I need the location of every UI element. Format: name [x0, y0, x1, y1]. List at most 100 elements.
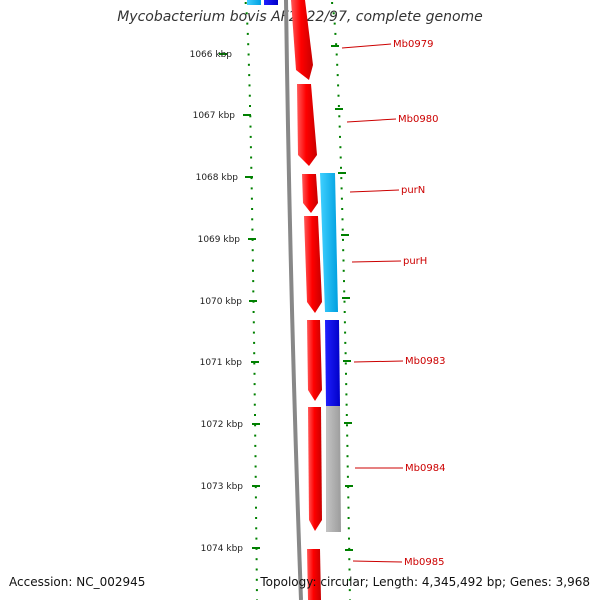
guide-dot [254, 414, 256, 416]
guide-dot [343, 311, 346, 313]
gene-label-mb0985[interactable]: Mb0985 [352, 557, 444, 568]
gene-label-purn[interactable]: purN [349, 185, 425, 196]
guide-dot [255, 537, 258, 540]
svg-text:Mb0984: Mb0984 [405, 463, 445, 474]
svg-text:1066 kbp: 1066 kbp [190, 50, 233, 60]
guide-dot [250, 197, 253, 200]
accession-text: Accession: NC_002945 [9, 575, 146, 589]
guide-dot [348, 589, 351, 592]
guide-dot [343, 290, 346, 293]
svg-text:Mb0985: Mb0985 [404, 557, 444, 568]
gene-arrow-purh[interactable] [304, 216, 322, 313]
guide-dot [342, 259, 345, 262]
svg-text:1069 kbp: 1069 kbp [198, 235, 241, 245]
guide-dot [346, 475, 349, 478]
guide-dot [253, 372, 256, 375]
guide-dot [347, 496, 350, 499]
ruler-tick: 1072 kbp [201, 420, 260, 430]
guide-dot [246, 22, 249, 25]
guide-dot [345, 383, 348, 386]
guide-dot [255, 578, 258, 581]
gene-dotted-guide [331, 2, 351, 600]
gene-arrow-purn[interactable] [302, 174, 318, 213]
guide-dot [346, 444, 349, 447]
gene-label-mb0980[interactable]: Mb0980 [346, 114, 438, 125]
guide-dot [343, 280, 345, 283]
guide-dot [250, 166, 253, 169]
guide-dot [252, 280, 255, 283]
svg-text:1067 kbp: 1067 kbp [193, 111, 236, 121]
guide-dot [337, 94, 340, 97]
guide-dot [253, 362, 256, 365]
guide-dot [253, 383, 256, 386]
guide-dot [250, 177, 253, 180]
svg-text:1073 kbp: 1073 kbp [201, 482, 244, 492]
svg-text:Mb0980: Mb0980 [398, 114, 438, 125]
guide-dot [339, 135, 341, 138]
gene-arrow-mb0980[interactable] [297, 84, 317, 166]
gene-arrow-mb0979[interactable] [291, 0, 313, 80]
guide-dot [249, 115, 252, 118]
guide-dot [332, 12, 335, 15]
gene-side-ticks [331, 45, 353, 551]
gene-label-mb0984[interactable]: Mb0984 [355, 463, 445, 474]
guide-dot [244, 2, 247, 4]
guide-dot [254, 496, 257, 499]
guide-dot [343, 321, 346, 324]
guide-dot [345, 372, 347, 375]
gene-label-mb0979[interactable]: Mb0979 [341, 39, 433, 50]
guide-dot [254, 444, 257, 447]
guide-dot [346, 424, 348, 427]
gene-block-blue-top[interactable] [264, 0, 278, 5]
guide-dot [344, 341, 347, 344]
gene-label-mb0983[interactable]: Mb0983 [353, 356, 445, 367]
guide-dot [341, 218, 344, 221]
guide-dot [335, 43, 338, 46]
svg-text:purN: purN [401, 185, 425, 196]
guide-dot [342, 249, 345, 252]
guide-dot [347, 527, 350, 530]
gene-block-mb0983-reverse[interactable] [325, 320, 340, 406]
guide-dot [252, 269, 254, 272]
gene-block-cyan-top[interactable] [247, 0, 261, 5]
guide-dot [249, 135, 252, 138]
guide-dot [251, 259, 254, 262]
guide-dot [343, 300, 346, 303]
ruler-tick: 1069 kbp [198, 235, 256, 245]
svg-text:Mb0983: Mb0983 [405, 356, 445, 367]
gene-arrow-mb0984[interactable] [308, 407, 322, 531]
guide-dot [253, 403, 256, 406]
ruler-tick: 1070 kbp [200, 297, 257, 307]
svg-text:1070 kbp: 1070 kbp [200, 297, 243, 307]
gene-labels: Mb0979 Mb0980 purN purH Mb0983 Mb0984 Mb… [341, 39, 445, 568]
guide-dot [337, 105, 340, 107]
gene-label-purh[interactable]: purH [351, 256, 427, 267]
guide-dot [251, 249, 254, 252]
svg-text:1072 kbp: 1072 kbp [201, 420, 244, 430]
guide-dot [254, 465, 257, 468]
guide-dot [248, 94, 251, 97]
guide-dot [255, 527, 258, 530]
guide-dot [251, 218, 254, 221]
guide-dot [253, 352, 256, 355]
guide-dot [254, 434, 257, 437]
guide-dot [346, 455, 349, 458]
guide-dot [344, 352, 347, 355]
guide-dot [254, 475, 257, 478]
guide-dot [247, 63, 250, 66]
guide-dot [245, 12, 248, 15]
gene-block-mb0984-reverse[interactable] [326, 406, 341, 532]
guide-dot [248, 74, 251, 77]
guide-dot [334, 32, 337, 35]
ruler-dotted-guide [244, 2, 258, 600]
guide-dot [339, 156, 342, 159]
gene-block-purn-reverse[interactable] [320, 173, 338, 312]
guide-dot [338, 125, 341, 128]
guide-dot [331, 2, 334, 4]
guide-dot [336, 74, 339, 77]
guide-dot [255, 506, 257, 509]
guide-dot [255, 589, 258, 592]
gene-arrow-mb0985[interactable] [307, 549, 321, 600]
gene-arrow-mb0983[interactable] [307, 320, 322, 401]
